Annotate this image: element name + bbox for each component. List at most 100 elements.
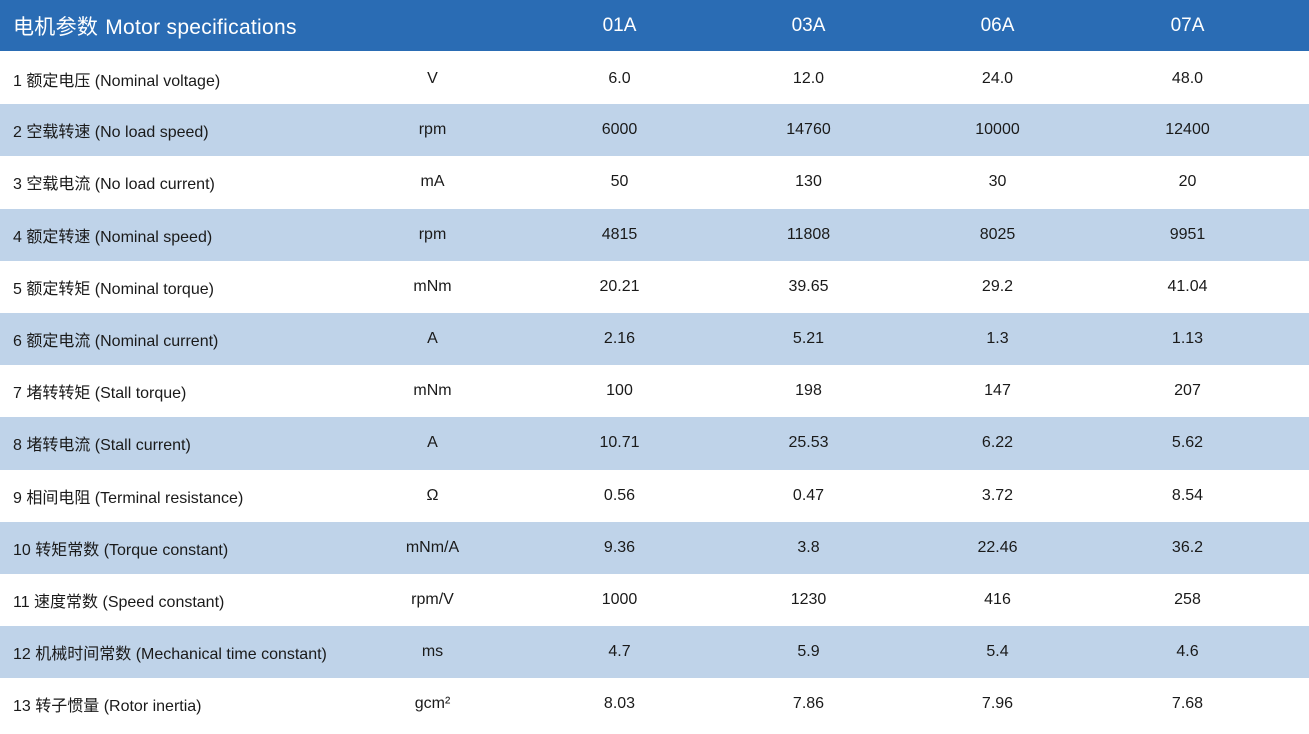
row-value: 130 — [714, 156, 903, 209]
row-value: 41.04 — [1092, 260, 1309, 313]
row-value: 50 — [525, 156, 714, 209]
row-unit: V — [340, 52, 525, 105]
row-label: 6 额定电流 (Nominal current) — [0, 312, 340, 366]
row-value: 36.2 — [1092, 521, 1309, 574]
row-value: 8.54 — [1092, 469, 1309, 522]
column-header-03a: 03A — [714, 0, 903, 53]
row-value: 0.47 — [714, 469, 903, 522]
table-row: 6 额定电流 (Nominal current) A 2.16 5.21 1.3… — [0, 312, 1309, 366]
table-row: 4 额定转速 (Nominal speed) rpm 4815 11808 80… — [0, 208, 1309, 261]
page-title: 电机参数 Motor specifications — [0, 0, 525, 53]
row-value: 12400 — [1092, 104, 1309, 157]
table-row: 12 机械时间常数 (Mechanical time constant) ms … — [0, 626, 1309, 679]
table-row: 8 堵转电流 (Stall current) A 10.71 25.53 6.2… — [0, 417, 1309, 470]
row-unit: A — [340, 417, 525, 470]
table-row: 2 空载转速 (No load speed) rpm 6000 14760 10… — [0, 104, 1309, 157]
row-value: 5.21 — [714, 312, 903, 366]
row-unit: mNm — [340, 260, 525, 313]
table-row: 7 堵转转矩 (Stall torque) mNm 100 198 147 20… — [0, 365, 1309, 418]
table-row: 13 转子惯量 (Rotor inertia) gcm² 8.03 7.86 7… — [0, 678, 1309, 731]
row-value: 4815 — [525, 208, 714, 261]
table-body: 1 额定电压 (Nominal voltage) V 6.0 12.0 24.0… — [0, 52, 1309, 731]
row-value: 3.8 — [714, 521, 903, 574]
row-value: 5.9 — [714, 626, 903, 679]
row-label: 3 空载电流 (No load current) — [0, 156, 340, 209]
row-unit: mNm — [340, 365, 525, 418]
header-row: 电机参数 Motor specifications 01A 03A 06A 07A — [0, 0, 1309, 53]
row-value: 20 — [1092, 156, 1309, 209]
row-value: 100 — [525, 365, 714, 418]
row-value: 20.21 — [525, 260, 714, 313]
row-label: 12 机械时间常数 (Mechanical time constant) — [0, 626, 340, 679]
row-label: 7 堵转转矩 (Stall torque) — [0, 365, 340, 418]
row-value: 29.2 — [903, 260, 1092, 313]
row-value: 10000 — [903, 104, 1092, 157]
row-value: 1230 — [714, 573, 903, 627]
row-value: 3.72 — [903, 469, 1092, 522]
row-value: 0.56 — [525, 469, 714, 522]
row-unit: Ω — [340, 469, 525, 522]
row-value: 30 — [903, 156, 1092, 209]
page-title-zh: 电机参数 — [13, 15, 99, 39]
row-label: 8 堵转电流 (Stall current) — [0, 417, 340, 470]
table-row: 1 额定电压 (Nominal voltage) V 6.0 12.0 24.0… — [0, 52, 1309, 105]
row-value: 14760 — [714, 104, 903, 157]
row-unit: gcm² — [340, 678, 525, 731]
row-label: 5 额定转矩 (Nominal torque) — [0, 260, 340, 313]
table-row: 3 空载电流 (No load current) mA 50 130 30 20 — [0, 156, 1309, 209]
table-row: 5 额定转矩 (Nominal torque) mNm 20.21 39.65 … — [0, 260, 1309, 313]
row-unit: rpm — [340, 208, 525, 261]
row-label: 11 速度常数 (Speed constant) — [0, 573, 340, 627]
column-header-07a: 07A — [1092, 0, 1309, 53]
row-value: 2.16 — [525, 312, 714, 366]
row-value: 6.22 — [903, 417, 1092, 470]
table-row: 10 转矩常数 (Torque constant) mNm/A 9.36 3.8… — [0, 521, 1309, 574]
row-value: 39.65 — [714, 260, 903, 313]
row-label: 9 相间电阻 (Terminal resistance) — [0, 469, 340, 522]
row-unit: A — [340, 312, 525, 366]
row-unit: rpm — [340, 104, 525, 157]
row-value: 9.36 — [525, 521, 714, 574]
table-row: 9 相间电阻 (Terminal resistance) Ω 0.56 0.47… — [0, 469, 1309, 522]
row-unit: rpm/V — [340, 573, 525, 627]
row-value: 6.0 — [525, 52, 714, 105]
row-value: 198 — [714, 365, 903, 418]
row-value: 258 — [1092, 573, 1309, 627]
row-value: 9951 — [1092, 208, 1309, 261]
row-value: 4.7 — [525, 626, 714, 679]
column-header-06a: 06A — [903, 0, 1092, 53]
row-value: 7.68 — [1092, 678, 1309, 731]
row-value: 416 — [903, 573, 1092, 627]
row-value: 48.0 — [1092, 52, 1309, 105]
row-value: 7.86 — [714, 678, 903, 731]
row-value: 12.0 — [714, 52, 903, 105]
row-value: 11808 — [714, 208, 903, 261]
row-unit: mA — [340, 156, 525, 209]
row-value: 1000 — [525, 573, 714, 627]
row-unit: mNm/A — [340, 521, 525, 574]
row-value: 22.46 — [903, 521, 1092, 574]
row-label: 10 转矩常数 (Torque constant) — [0, 521, 340, 574]
row-value: 25.53 — [714, 417, 903, 470]
row-value: 4.6 — [1092, 626, 1309, 679]
row-value: 10.71 — [525, 417, 714, 470]
row-value: 1.3 — [903, 312, 1092, 366]
row-value: 24.0 — [903, 52, 1092, 105]
column-header-01a: 01A — [525, 0, 714, 53]
row-label: 13 转子惯量 (Rotor inertia) — [0, 678, 340, 731]
page-title-en: Motor specifications — [105, 15, 297, 39]
row-value: 7.96 — [903, 678, 1092, 731]
row-value: 1.13 — [1092, 312, 1309, 366]
row-value: 8025 — [903, 208, 1092, 261]
row-label: 1 额定电压 (Nominal voltage) — [0, 52, 340, 105]
row-label: 2 空载转速 (No load speed) — [0, 104, 340, 157]
row-value: 207 — [1092, 365, 1309, 418]
table-header: 电机参数 Motor specifications 01A 03A 06A 07A — [0, 0, 1309, 53]
row-value: 5.62 — [1092, 417, 1309, 470]
row-value: 5.4 — [903, 626, 1092, 679]
table-row: 11 速度常数 (Speed constant) rpm/V 1000 1230… — [0, 573, 1309, 627]
row-label: 4 额定转速 (Nominal speed) — [0, 208, 340, 261]
row-unit: ms — [340, 626, 525, 679]
